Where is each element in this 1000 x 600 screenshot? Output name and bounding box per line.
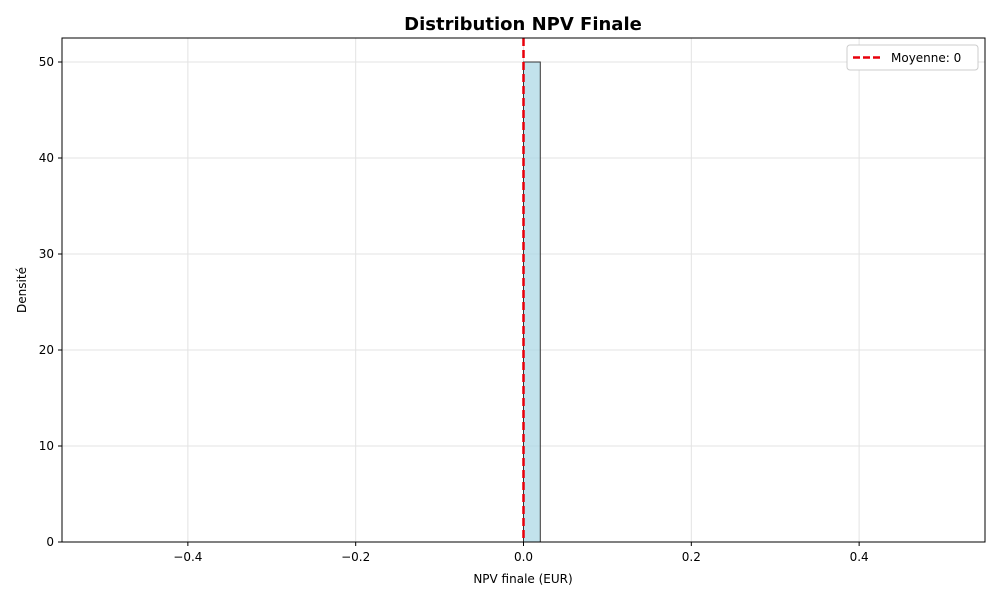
y-axis-label: Densité	[15, 267, 29, 313]
y-tick-label: 40	[39, 151, 54, 165]
x-tick-label: 0.0	[514, 550, 533, 564]
x-axis: −0.4 −0.2 0.0 0.2 0.4	[173, 542, 869, 564]
bars	[523, 61, 541, 543]
x-tick-label: 0.4	[850, 550, 869, 564]
y-tick-label: 50	[39, 55, 54, 69]
chart-title: Distribution NPV Finale	[404, 14, 642, 35]
histogram-bar	[523, 61, 541, 543]
x-tick-label: −0.4	[173, 550, 202, 564]
y-tick-label: 20	[39, 343, 54, 357]
x-tick-label: −0.2	[341, 550, 370, 564]
legend-box	[846, 44, 979, 71]
y-tick-label: 30	[39, 247, 54, 261]
y-tick-label: 0	[46, 535, 54, 549]
y-tick-label: 10	[39, 439, 54, 453]
legend-mean-label: Moyenne: 0	[891, 51, 961, 65]
x-axis-label: NPV finale (EUR)	[473, 572, 572, 586]
x-tick-label: 0.2	[682, 550, 701, 564]
y-axis: 0 10 20 30 40 50	[39, 55, 62, 549]
legend: Moyenne: 0	[846, 44, 979, 71]
